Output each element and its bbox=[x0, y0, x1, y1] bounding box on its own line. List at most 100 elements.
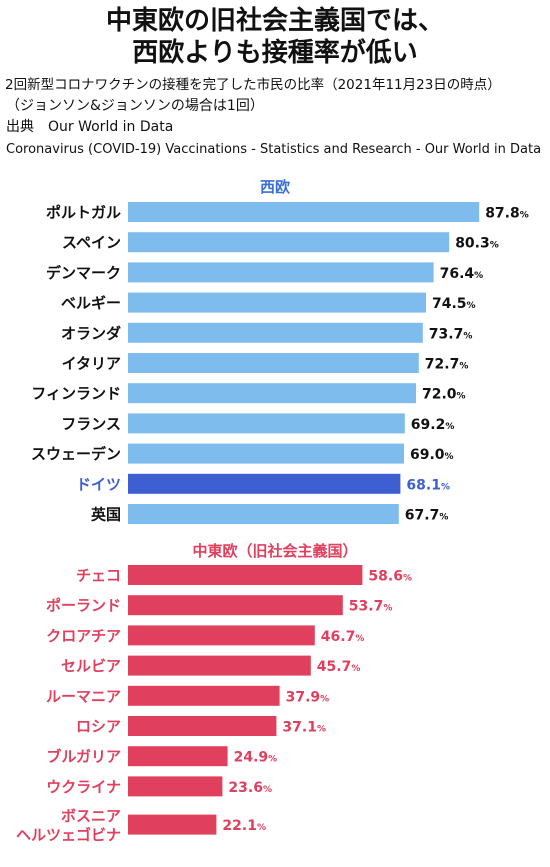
chart-note: （ジョンソン&ジョンソンの場合は1回） bbox=[6, 98, 264, 114]
category-label: デンマーク bbox=[46, 264, 121, 282]
value-number: 23.6 bbox=[228, 780, 263, 796]
bar bbox=[128, 413, 405, 434]
bar bbox=[128, 353, 419, 373]
category-label: セルビア bbox=[61, 657, 121, 675]
value-unit: % bbox=[268, 755, 277, 765]
value-unit: % bbox=[459, 362, 468, 372]
bar bbox=[128, 383, 416, 404]
value-label: 80.3% bbox=[455, 236, 499, 252]
value-label: 76.4% bbox=[440, 266, 484, 282]
value-number: 45.7 bbox=[317, 659, 352, 675]
value-label: 68.1% bbox=[406, 477, 450, 493]
category-label: ドイツ bbox=[76, 475, 121, 493]
value-unit: % bbox=[441, 482, 450, 492]
value-unit: % bbox=[490, 241, 499, 251]
value-label: 23.6% bbox=[228, 780, 272, 796]
category-label: 英国 bbox=[91, 506, 121, 524]
value-unit: % bbox=[383, 604, 392, 614]
bar bbox=[128, 473, 401, 494]
value-number: 80.3 bbox=[455, 236, 490, 252]
category-label: オランダ bbox=[61, 324, 121, 342]
value-label: 53.7% bbox=[349, 599, 393, 615]
bar bbox=[128, 776, 223, 797]
bar bbox=[128, 625, 315, 646]
category-label: ウクライナ bbox=[46, 778, 121, 796]
value-label: 24.9% bbox=[234, 750, 278, 766]
bar bbox=[128, 814, 217, 835]
value-unit: % bbox=[445, 452, 454, 462]
value-label: 74.5% bbox=[432, 296, 476, 312]
bar bbox=[128, 292, 426, 313]
value-number: 53.7 bbox=[349, 599, 384, 615]
category-label: ボスニアヘルツェゴビナ bbox=[16, 807, 121, 844]
bar bbox=[128, 716, 277, 736]
value-label: 37.1% bbox=[282, 720, 326, 736]
value-number: 37.1 bbox=[282, 720, 317, 736]
value-unit: % bbox=[439, 513, 448, 523]
value-label: 67.7% bbox=[405, 508, 449, 524]
category-label: スペイン bbox=[62, 234, 121, 252]
value-unit: % bbox=[445, 422, 454, 432]
value-label: 58.6% bbox=[368, 569, 412, 585]
category-label: チェコ bbox=[76, 567, 121, 585]
value-unit: % bbox=[457, 392, 466, 402]
category-label: ブルガリア bbox=[46, 748, 121, 766]
bar bbox=[128, 443, 404, 464]
value-unit: % bbox=[317, 725, 326, 735]
chart-title-line-2: 西欧よりも接種率が低い bbox=[132, 38, 418, 68]
bar bbox=[128, 504, 399, 524]
value-number: 22.1 bbox=[222, 818, 257, 834]
value-unit: % bbox=[467, 301, 476, 311]
value-unit: % bbox=[520, 211, 529, 221]
value-number: 46.7 bbox=[321, 629, 356, 645]
category-label: クロアチア bbox=[46, 627, 121, 645]
bar bbox=[128, 655, 311, 676]
group-header: 西欧 bbox=[260, 178, 290, 196]
value-label: 72.7% bbox=[425, 357, 469, 373]
value-number: 74.5 bbox=[432, 296, 467, 312]
bar bbox=[128, 746, 228, 767]
value-label: 22.1% bbox=[222, 818, 266, 834]
value-label: 73.7% bbox=[429, 326, 473, 342]
category-label-line: ヘルツェゴビナ bbox=[16, 826, 121, 844]
category-label: スウェーデン bbox=[31, 445, 121, 463]
value-number: 87.8 bbox=[485, 206, 520, 222]
category-label: イタリア bbox=[62, 355, 121, 373]
bar bbox=[128, 685, 280, 706]
value-unit: % bbox=[257, 823, 266, 833]
value-number: 67.7 bbox=[405, 508, 440, 524]
category-label: ポルトガル bbox=[46, 204, 121, 222]
category-label: ベルギー bbox=[61, 294, 121, 312]
bar bbox=[128, 595, 343, 616]
category-label: ルーマニア bbox=[46, 687, 121, 705]
value-unit: % bbox=[320, 694, 329, 704]
value-unit: % bbox=[403, 574, 412, 584]
bar bbox=[128, 232, 450, 253]
category-label-line: ボスニア bbox=[61, 807, 121, 825]
value-unit: % bbox=[463, 331, 472, 341]
value-label: 46.7% bbox=[321, 629, 365, 645]
category-label: ロシア bbox=[76, 718, 121, 736]
bar bbox=[128, 565, 363, 585]
value-label: 69.0% bbox=[410, 447, 454, 463]
group-header: 中東欧（旧社会主義国） bbox=[192, 542, 357, 560]
value-number: 24.9 bbox=[234, 750, 269, 766]
value-number: 58.6 bbox=[368, 569, 403, 585]
value-unit: % bbox=[263, 785, 272, 795]
value-number: 73.7 bbox=[429, 326, 464, 342]
source-title: Coronavirus (COVID-19) Vaccinations - St… bbox=[6, 142, 542, 157]
category-label: ポーランド bbox=[46, 597, 121, 615]
value-number: 72.0 bbox=[422, 387, 457, 403]
chart-title-line-1: 中東欧の旧社会主義国では、 bbox=[105, 6, 444, 36]
chart-subtitle: 2回新型コロナワクチンの接種を完了した市民の比率（2021年11月23日の時点） bbox=[5, 77, 501, 93]
category-label: フランス bbox=[61, 415, 121, 433]
value-number: 37.9 bbox=[286, 689, 321, 705]
value-unit: % bbox=[351, 664, 360, 674]
value-number: 68.1 bbox=[406, 477, 441, 493]
category-label: フィンランド bbox=[31, 385, 121, 403]
value-unit: % bbox=[355, 634, 364, 644]
source-label: 出典 Our World in Data bbox=[6, 119, 174, 135]
value-label: 87.8% bbox=[485, 206, 529, 222]
bar bbox=[128, 322, 423, 343]
value-number: 76.4 bbox=[440, 266, 475, 282]
